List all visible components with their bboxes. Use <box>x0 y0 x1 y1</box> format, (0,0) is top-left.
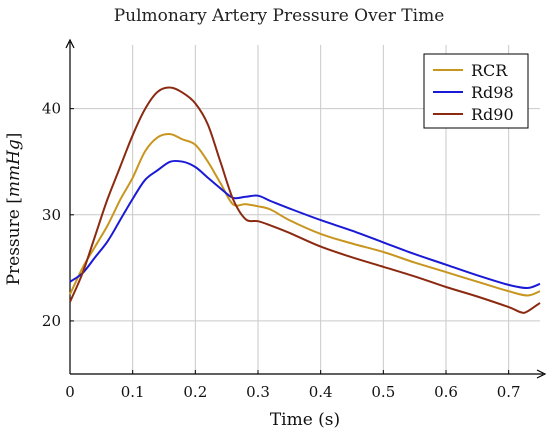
y-tick-label: 30 <box>42 206 61 224</box>
y-axis-label: Pressure [mmHg] <box>4 133 24 286</box>
series-line-rd90 <box>69 86 541 314</box>
x-tick-label: 0 <box>65 383 75 401</box>
x-tick-label: 0.3 <box>246 383 270 401</box>
legend: RCR Rd98 Rd90 <box>423 53 529 129</box>
x-axis-arrow <box>536 369 547 379</box>
series-line-rd98 <box>69 159 541 290</box>
x-tick-label: 0.6 <box>434 383 458 401</box>
tick-labels: 0 0.1 0.2 0.3 0.4 0.5 0.6 0.7 20 30 40 <box>42 100 521 401</box>
y-tick-label: 40 <box>42 100 61 118</box>
x-tick-label: 0.1 <box>121 383 145 401</box>
grid <box>69 45 540 374</box>
y-tick-label: 20 <box>42 312 61 330</box>
legend-label-rd98: Rd98 <box>471 83 514 102</box>
axes <box>65 38 547 379</box>
chart-title: Pulmonary Artery Pressure Over Time <box>114 6 445 26</box>
legend-label-rcr: RCR <box>471 61 508 80</box>
x-axis-label: Time (s) <box>270 410 340 430</box>
series-line-rcr <box>69 133 541 297</box>
x-tick-label: 0.5 <box>371 383 395 401</box>
x-tick-label: 0.2 <box>183 383 207 401</box>
series-lines <box>69 86 541 314</box>
x-tick-label: 0.4 <box>309 383 333 401</box>
legend-label-rd90: Rd90 <box>471 105 514 124</box>
x-tick-label: 0.7 <box>497 383 521 401</box>
y-axis-arrow <box>65 38 75 49</box>
